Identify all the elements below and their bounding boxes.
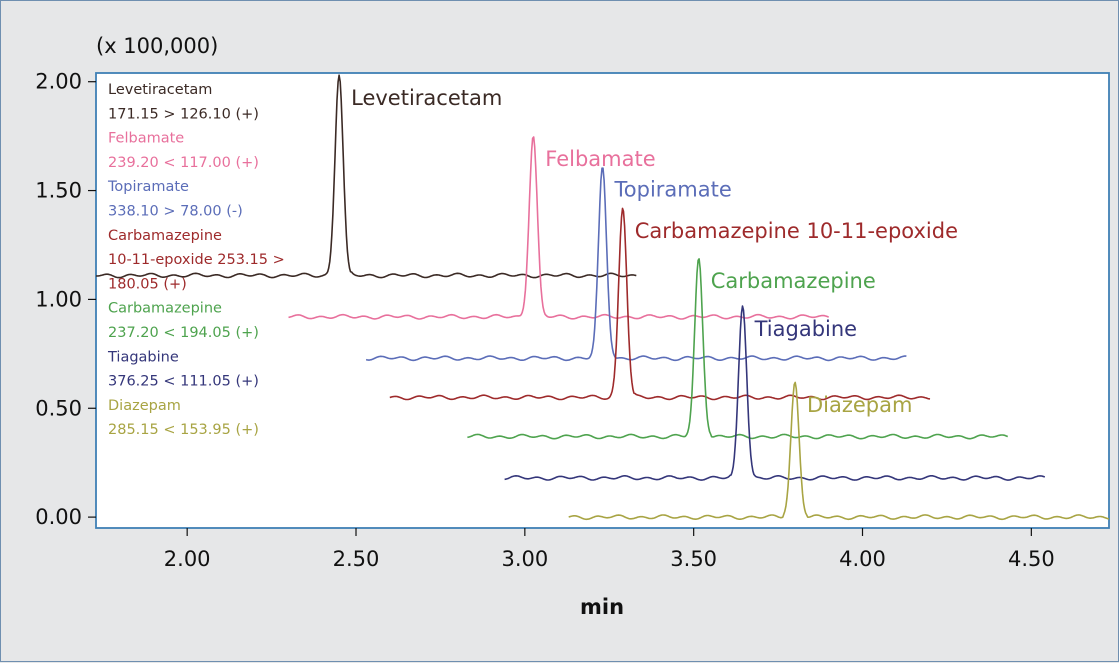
legend-entry: 10-11-epoxide 253.15 >	[108, 252, 285, 268]
peak-label: Diazepam	[807, 393, 912, 417]
x-tick-label: 2.00	[164, 547, 211, 571]
traces	[95, 74, 1110, 521]
legend-entry: 180.05 (+)	[108, 276, 187, 292]
x-tick-label: 2.50	[333, 547, 380, 571]
legend-entry: Levetiracetam	[108, 82, 212, 98]
peak-labels: Levetiracetam Felbamate Topiramate Carbamaz…	[351, 86, 958, 417]
legend-entry: 239.20 < 117.00 (+)	[108, 155, 259, 171]
y-tick-label: 0.50	[35, 396, 82, 420]
trace-diazepam	[568, 381, 1110, 521]
peak-label: Tiagabine	[754, 317, 857, 341]
x-tick-label: 4.00	[839, 547, 886, 571]
legend-entry: Diazepam	[108, 398, 181, 414]
peak-label: Levetiracetam	[351, 86, 502, 110]
legend-entry: 237.20 < 194.05 (+)	[108, 325, 259, 341]
legend-entry: 285.15 < 153.95 (+)	[108, 422, 259, 438]
peak-label: Felbamate	[545, 147, 655, 171]
y-tick-label: 2.00	[35, 70, 82, 94]
x-tick-label: 4.50	[1008, 547, 1055, 571]
x-axis: 2.00 2.50 3.00 3.50 4.00 4.50	[164, 528, 1055, 571]
plot-area	[95, 72, 1110, 529]
legend-entry: 376.25 < 111.05 (+)	[108, 374, 259, 390]
y-tick-label: 1.00	[35, 287, 82, 311]
trace-carbamazepine	[467, 258, 1009, 440]
y-tick-label: 0.00	[35, 505, 82, 529]
legend-entry: 171.15 > 126.10 (+)	[108, 106, 259, 122]
y-tick-label: 1.50	[35, 179, 82, 203]
y-multiplier-label: (x 100,000)	[96, 34, 218, 58]
trace-levetiracetam	[95, 74, 637, 279]
legend-entry: Carbamazepine	[108, 228, 222, 244]
x-axis-label: min	[580, 595, 624, 619]
x-tick-label: 3.00	[501, 547, 548, 571]
peak-label: Carbamazepine 10-11-epoxide	[635, 219, 958, 243]
trace-tiagabine	[504, 305, 1046, 481]
trace-felbamate	[288, 136, 830, 320]
peak-label: Carbamazepine	[711, 269, 876, 293]
trace-carbamazepine-10-11-epoxide	[389, 207, 931, 401]
legend-entry: 338.10 > 78.00 (-)	[108, 204, 243, 220]
peak-label: Topiramate	[614, 178, 732, 202]
legend-entry: Tiagabine	[107, 349, 179, 365]
y-axis: 0.00 0.50 1.00 1.50 2.00	[35, 70, 96, 529]
legend: Levetiracetam 171.15 > 126.10 (+) Felbamat…	[107, 82, 285, 438]
legend-entry: Felbamate	[108, 131, 184, 147]
legend-entry: Carbamazepine	[108, 301, 222, 317]
x-tick-label: 3.50	[670, 547, 717, 571]
legend-entry: Topiramate	[107, 179, 189, 195]
trace-topiramate	[365, 167, 907, 362]
